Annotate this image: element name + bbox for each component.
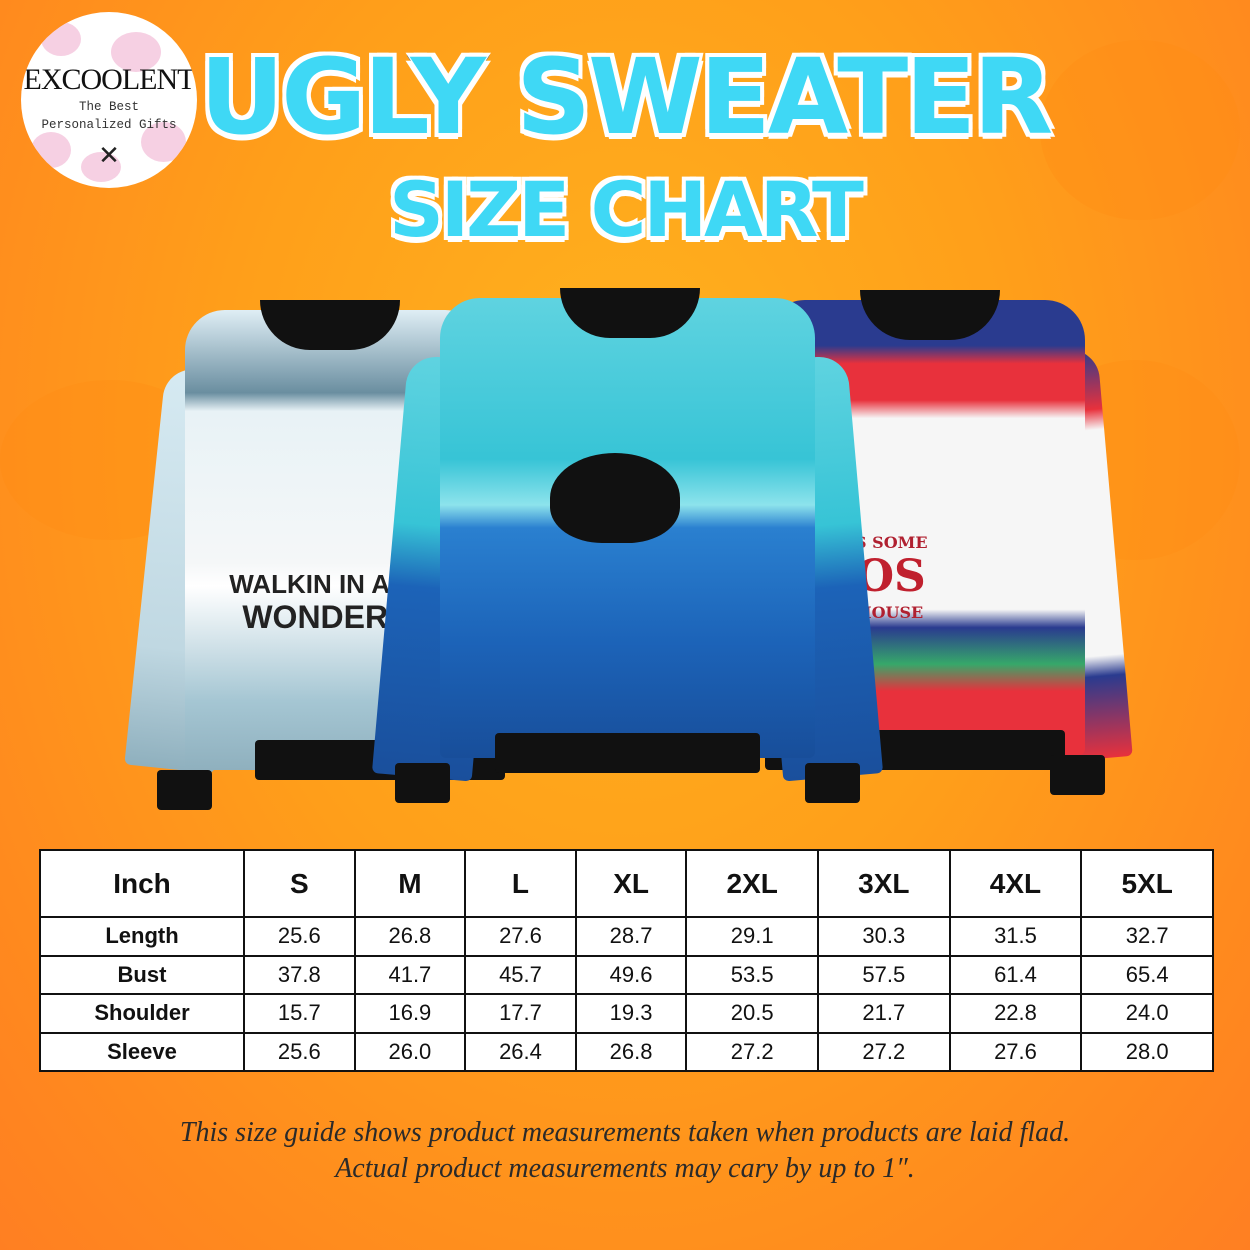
size-header: S — [243, 849, 356, 918]
cell: 22.8 — [948, 993, 1083, 1034]
cell: 31.5 — [948, 916, 1083, 957]
page-subtitle: SIZE CHART — [388, 165, 866, 254]
measurement-note: Actual product measurements may cary by … — [335, 1153, 915, 1184]
cell: 26.8 — [353, 916, 467, 957]
unit-header: Inch — [39, 849, 245, 918]
size-header: 5XL — [1080, 849, 1214, 918]
cell: 53.5 — [685, 954, 820, 995]
cell: 27.2 — [685, 1031, 820, 1072]
size-header: L — [464, 849, 577, 918]
cell: 17.7 — [464, 993, 577, 1034]
cell: 27.2 — [817, 1031, 951, 1072]
cell: 25.6 — [243, 916, 356, 957]
cell: 21.7 — [817, 993, 951, 1034]
cell: 28.0 — [1080, 1031, 1214, 1072]
cell: 32.7 — [1080, 916, 1214, 957]
brand-logo: EXCOOLENT The Best Personalized Gifts ✕ — [21, 12, 197, 188]
cell: 29.1 — [685, 916, 820, 957]
size-header: 4XL — [948, 849, 1083, 918]
sweater-print-text: WONDERL — [242, 599, 408, 635]
row-label: Sleeve — [39, 1031, 245, 1072]
table-row: Bust 37.8 41.7 45.7 49.6 53.5 57.5 61.4 65.4 — [39, 954, 1214, 995]
cell: 57.5 — [817, 954, 951, 995]
row-label: Bust — [39, 954, 245, 995]
cell: 26.0 — [353, 1031, 467, 1072]
cell: 26.8 — [574, 1031, 688, 1072]
cell: 24.0 — [1080, 993, 1214, 1034]
cell: 19.3 — [574, 993, 688, 1034]
cell: 49.6 — [574, 954, 688, 995]
palm-decoration — [1040, 40, 1240, 220]
cell: 25.6 — [243, 1031, 356, 1072]
cell: 28.7 — [574, 916, 688, 957]
cell: 65.4 — [1080, 954, 1214, 995]
cell: 27.6 — [948, 1031, 1083, 1072]
brand-tagline: The Best — [78, 100, 139, 114]
table-row: Shoulder 15.7 16.9 17.7 19.3 20.5 21.7 22.8 24.… — [39, 993, 1214, 1034]
cell: 30.3 — [817, 916, 951, 957]
brand-name: EXCOOLENT — [23, 63, 196, 96]
page-title: UGLY SWEATER — [198, 36, 1055, 158]
orca-graphic — [550, 453, 680, 543]
size-header: 2XL — [685, 849, 820, 918]
cell: 16.9 — [353, 993, 467, 1034]
table-row: Length 25.6 26.8 27.6 28.7 29.1 30.3 31.5 32.7 — [39, 916, 1214, 957]
cell: 27.6 — [464, 916, 577, 957]
cell: 15.7 — [243, 993, 356, 1034]
size-header: 3XL — [817, 849, 951, 918]
cell: 41.7 — [353, 954, 467, 995]
cell: 37.8 — [243, 954, 356, 995]
measurement-note: This size guide shows product measuremen… — [179, 1117, 1071, 1148]
brand-tagline: Personalized Gifts — [41, 118, 177, 132]
size-chart-table: Inch S M L XL 2XL 3XL 4XL 5XL Length 25.… — [39, 849, 1214, 1072]
size-header: XL — [574, 849, 688, 918]
cell: 26.4 — [464, 1031, 577, 1072]
sweater-image-orca — [371, 288, 884, 803]
row-label: Length — [39, 916, 245, 957]
table-header-row: Inch S M L XL 2XL 3XL 4XL 5XL — [39, 849, 1214, 918]
cell: 20.5 — [685, 993, 820, 1034]
size-header: M — [353, 849, 467, 918]
cell: 45.7 — [464, 954, 577, 995]
row-label: Shoulder — [39, 993, 245, 1034]
cell: 61.4 — [948, 954, 1083, 995]
table-row: Sleeve 25.6 26.0 26.4 26.8 27.2 27.2 27.6 28.0 — [39, 1031, 1214, 1072]
crossed-arrows-icon: ✕ — [98, 140, 120, 170]
